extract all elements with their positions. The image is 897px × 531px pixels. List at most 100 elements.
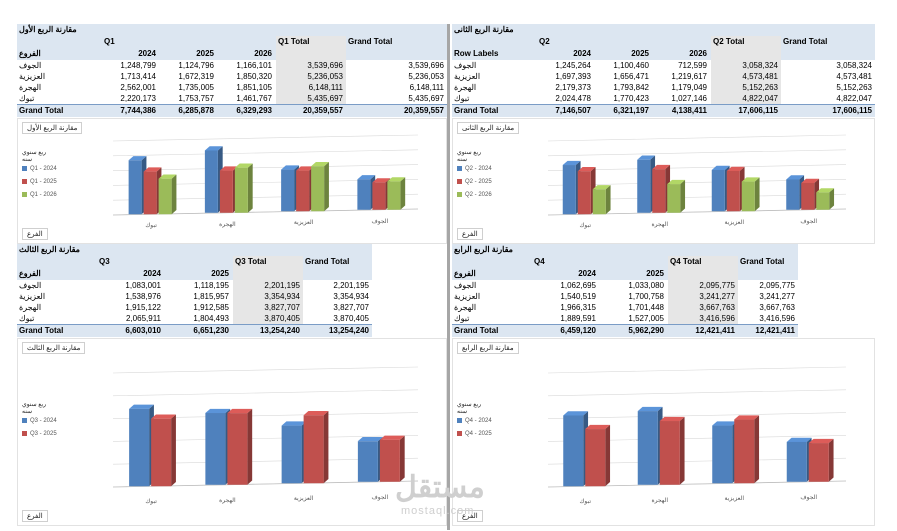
bar <box>296 170 310 212</box>
legend-label: Q4 - 2024 <box>465 418 492 424</box>
bar-top <box>711 165 730 170</box>
legend-subtitle: سنه <box>22 409 33 415</box>
quarter-label[interactable]: Q1 <box>104 37 115 46</box>
bar <box>659 421 680 485</box>
bar <box>204 150 218 213</box>
bar-top <box>637 155 656 160</box>
quarter-total-label[interactable]: Q1 Total <box>276 36 346 48</box>
chart-legend[interactable]: ربع سنوي سنه Q2 - 2024 Q2 - 2025 Q2 - 2026 <box>457 149 492 202</box>
bar <box>387 181 401 210</box>
quarter-total-label[interactable]: Q2 Total <box>711 36 781 48</box>
year-header[interactable]: 2024 <box>138 49 156 58</box>
quarter-total-value: 4,822,047 <box>711 93 781 105</box>
chart-q3[interactable]: مقارنة الربع الثالث ربع سنوي سنه Q3 - 2024 Q… <box>17 338 447 526</box>
legend-item[interactable]: Q1 - 2025 <box>22 176 57 189</box>
table-row: العزيزية 1,697,393 1,656,471 1,219,617 4,573… <box>452 71 875 83</box>
year-header[interactable]: 2024 <box>573 49 591 58</box>
table-row: تبوك 2,024,478 1,770,423 1,027,146 4,822,047… <box>452 93 875 105</box>
chart-title-button[interactable]: مقارنة الربع الثانى <box>457 122 520 134</box>
grand-total-value: 6,148,111 <box>409 83 444 92</box>
quarter-total-value: 2,095,775 <box>668 280 738 292</box>
grand-total-row: Grand Total 6,459,120 5,962,290 12,421,411 1… <box>452 324 798 337</box>
quarter-label[interactable]: Q4 <box>534 257 545 266</box>
filter-button[interactable]: الفرع <box>22 510 48 522</box>
bar-top <box>808 438 834 444</box>
chart-legend[interactable]: ربع سنوي سنه Q4 - 2024 Q4 - 2025 <box>457 401 492 441</box>
table-row: تبوك 2,065,911 1,804,493 3,870,405 3,870,405 <box>17 313 372 325</box>
chart-legend[interactable]: ربع سنوي سنه Q1 - 2024 Q1 - 2025 Q1 - 2026 <box>22 149 57 202</box>
table-row: الجوف 1,062,695 1,033,080 2,095,775 2,095,77… <box>452 280 798 292</box>
legend-item[interactable]: Q4 - 2024 <box>457 415 492 428</box>
bar-top <box>219 166 238 171</box>
quarter-label[interactable]: Q2 <box>539 37 550 46</box>
quarter-total-value: 3,354,934 <box>233 291 303 303</box>
row-labels-header[interactable]: الفروع <box>19 269 41 278</box>
bar-top <box>786 175 805 180</box>
bar-top <box>726 166 745 171</box>
total-column-shade <box>233 268 303 280</box>
bar-top <box>379 435 405 440</box>
legend-item[interactable]: Q2 - 2026 <box>457 189 492 202</box>
table-row: العزيزية 1,538,976 1,815,957 3,354,934 3,354… <box>17 291 372 303</box>
year-header[interactable]: 2026 <box>254 49 272 58</box>
bar <box>151 418 172 487</box>
grand-total-label[interactable]: Grand Total <box>740 257 785 266</box>
year-header[interactable]: 2025 <box>646 269 664 278</box>
filter-button[interactable]: الفرع <box>22 228 48 240</box>
grand-total-value: 5,435,697 <box>408 94 444 103</box>
grand-total-label[interactable]: Grand Total <box>783 37 828 46</box>
year-header[interactable]: 2025 <box>196 49 214 58</box>
legend-item[interactable]: Q1 - 2026 <box>22 189 57 202</box>
chart-legend[interactable]: ربع سنوي سنه Q3 - 2024 Q3 - 2025 <box>22 401 57 441</box>
gridline <box>112 164 419 171</box>
filter-button[interactable]: الفرع <box>457 228 483 240</box>
legend-item[interactable]: Q1 - 2024 <box>22 163 57 176</box>
branch-name: Grand Total <box>19 106 64 115</box>
year-value: 6,329,293 <box>236 106 272 115</box>
chart-q4[interactable]: مقارنة الربع الرابع ربع سنوي سنه Q4 - 2024 Q… <box>452 338 875 526</box>
row-labels-header[interactable]: Row Labels <box>454 49 499 58</box>
chart-plot <box>547 134 847 216</box>
year-value: 1,219,617 <box>671 72 707 81</box>
legend-item[interactable]: Q3 - 2025 <box>22 428 57 441</box>
year-header[interactable]: 2024 <box>143 269 161 278</box>
bar-top <box>387 177 406 182</box>
quarter-total-label[interactable]: Q3 Total <box>233 256 303 268</box>
branch-name: العزيزية <box>454 72 481 81</box>
bar-side <box>679 416 685 485</box>
grand-total-label[interactable]: Grand Total <box>348 37 393 46</box>
table-row: الهجرة 1,915,122 1,912,585 3,827,707 3,827,7… <box>17 302 372 314</box>
chart-title-button[interactable]: مقارنة الربع الثالث <box>22 342 86 354</box>
chart-plot <box>112 134 419 216</box>
row-labels-header[interactable]: الفروع <box>454 269 476 278</box>
year-header[interactable]: 2025 <box>211 269 229 278</box>
legend-item[interactable]: Q3 - 2024 <box>22 415 57 428</box>
legend-item[interactable]: Q4 - 2025 <box>457 428 492 441</box>
chart-title-button[interactable]: مقارنة الربع الرابع <box>457 342 519 354</box>
branch-name: الهجرة <box>454 303 477 312</box>
window-divider[interactable] <box>447 24 450 530</box>
chart-q1[interactable]: مقارنة الربع الأول ربع سنوي سنه Q1 - 2024 Q1… <box>17 118 447 244</box>
year-value: 1,100,460 <box>613 61 649 70</box>
year-value: 1,527,005 <box>628 314 664 323</box>
quarter-label[interactable]: Q3 <box>99 257 110 266</box>
year-header[interactable]: 2024 <box>578 269 596 278</box>
grand-total-label[interactable]: Grand Total <box>305 257 350 266</box>
quarter-total-value: 2,201,195 <box>233 280 303 292</box>
chart-title-button[interactable]: مقارنة الربع الأول <box>22 122 83 134</box>
chart-q2[interactable]: مقارنة الربع الثانى ربع سنوي سنه Q2 - 2024 Q… <box>452 118 875 244</box>
legend-label: Q3 - 2024 <box>30 418 57 424</box>
bar-top <box>786 437 812 442</box>
year-header[interactable]: 2026 <box>689 49 707 58</box>
bar-top <box>712 421 738 426</box>
year-header[interactable]: 2025 <box>631 49 649 58</box>
legend-title: ربع سنوي <box>457 402 482 408</box>
filter-button[interactable]: الفرع <box>457 510 483 522</box>
bar <box>667 184 681 213</box>
bar-top <box>372 178 391 183</box>
legend-item[interactable]: Q2 - 2025 <box>457 176 492 189</box>
row-labels-header[interactable]: الفروع <box>19 49 41 58</box>
year-value: 1,770,423 <box>613 94 649 103</box>
legend-item[interactable]: Q2 - 2024 <box>457 163 492 176</box>
quarter-total-label[interactable]: Q4 Total <box>668 256 738 268</box>
